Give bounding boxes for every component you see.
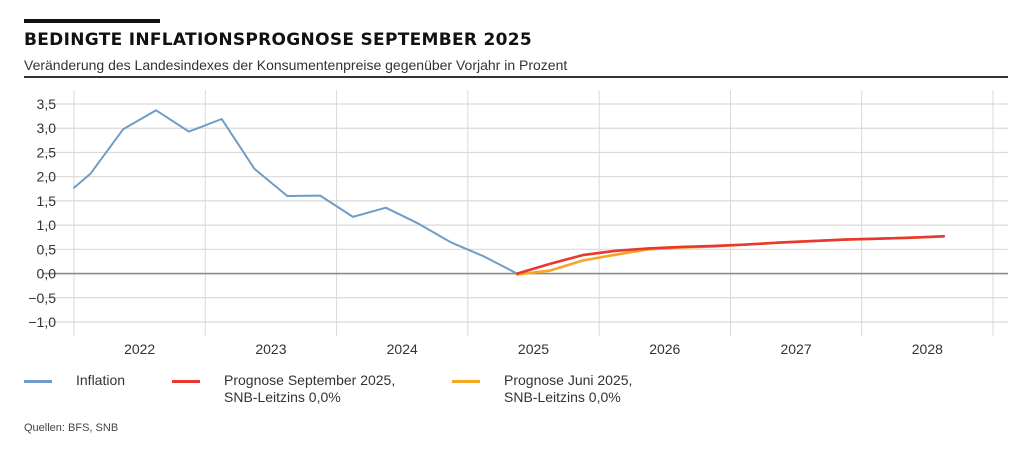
grid [42,90,1008,336]
y-tick-label: 3,0 [37,120,57,136]
legend-swatch-prognose-juni [452,380,480,383]
legend-swatch-inflation [24,380,52,383]
y-tick-label: −0,5 [28,290,56,306]
legend-label: Prognose Juni 2025, [504,372,633,388]
chart-subtitle: Veränderung des Landesindexes der Konsum… [24,57,568,73]
legend-label: Prognose September 2025, [224,372,396,388]
legend-label-line2: SNB-Leitzins 0,0% [224,389,341,405]
x-tick-label: 2024 [387,341,418,357]
title-accent-bar [24,19,160,23]
y-tick-label: 2,5 [37,144,57,160]
y-tick-label: 1,5 [37,193,57,209]
inflation-line [73,109,519,275]
x-tick-label: 2026 [649,341,680,357]
y-tick-label: −1,0 [28,314,56,330]
series-lines [73,109,946,276]
y-tick-label: 3,5 [37,96,57,112]
legend-label: Inflation [76,372,126,388]
x-tick-label: 2025 [518,341,549,357]
legend-swatch-prognose-september [172,380,200,383]
source-note: Quellen: BFS, SNB [24,422,119,434]
x-tick-label: 2028 [912,341,943,357]
header-divider [24,76,1008,78]
x-tick-label: 2027 [780,341,811,357]
chart-title: BEDINGTE INFLATIONSPROGNOSE SEPTEMBER 20… [24,30,533,50]
x-tick-label: 2023 [255,341,286,357]
legend-label-line2: SNB-Leitzins 0,0% [504,389,621,405]
y-axis: 3,5 3,0 2,5 2,0 1,5 1,0 0,5 0,0 −0,5 −1,0 [28,96,56,330]
y-tick-label: 2,0 [37,169,57,185]
x-axis: 2022 2023 2024 2025 2026 2027 2028 [124,341,943,357]
x-tick-label: 2022 [124,341,155,357]
y-tick-label: 0,5 [37,241,57,257]
prognose-september-line [515,235,946,275]
y-tick-label: 0,0 [37,266,57,282]
y-tick-label: 1,0 [37,217,57,233]
